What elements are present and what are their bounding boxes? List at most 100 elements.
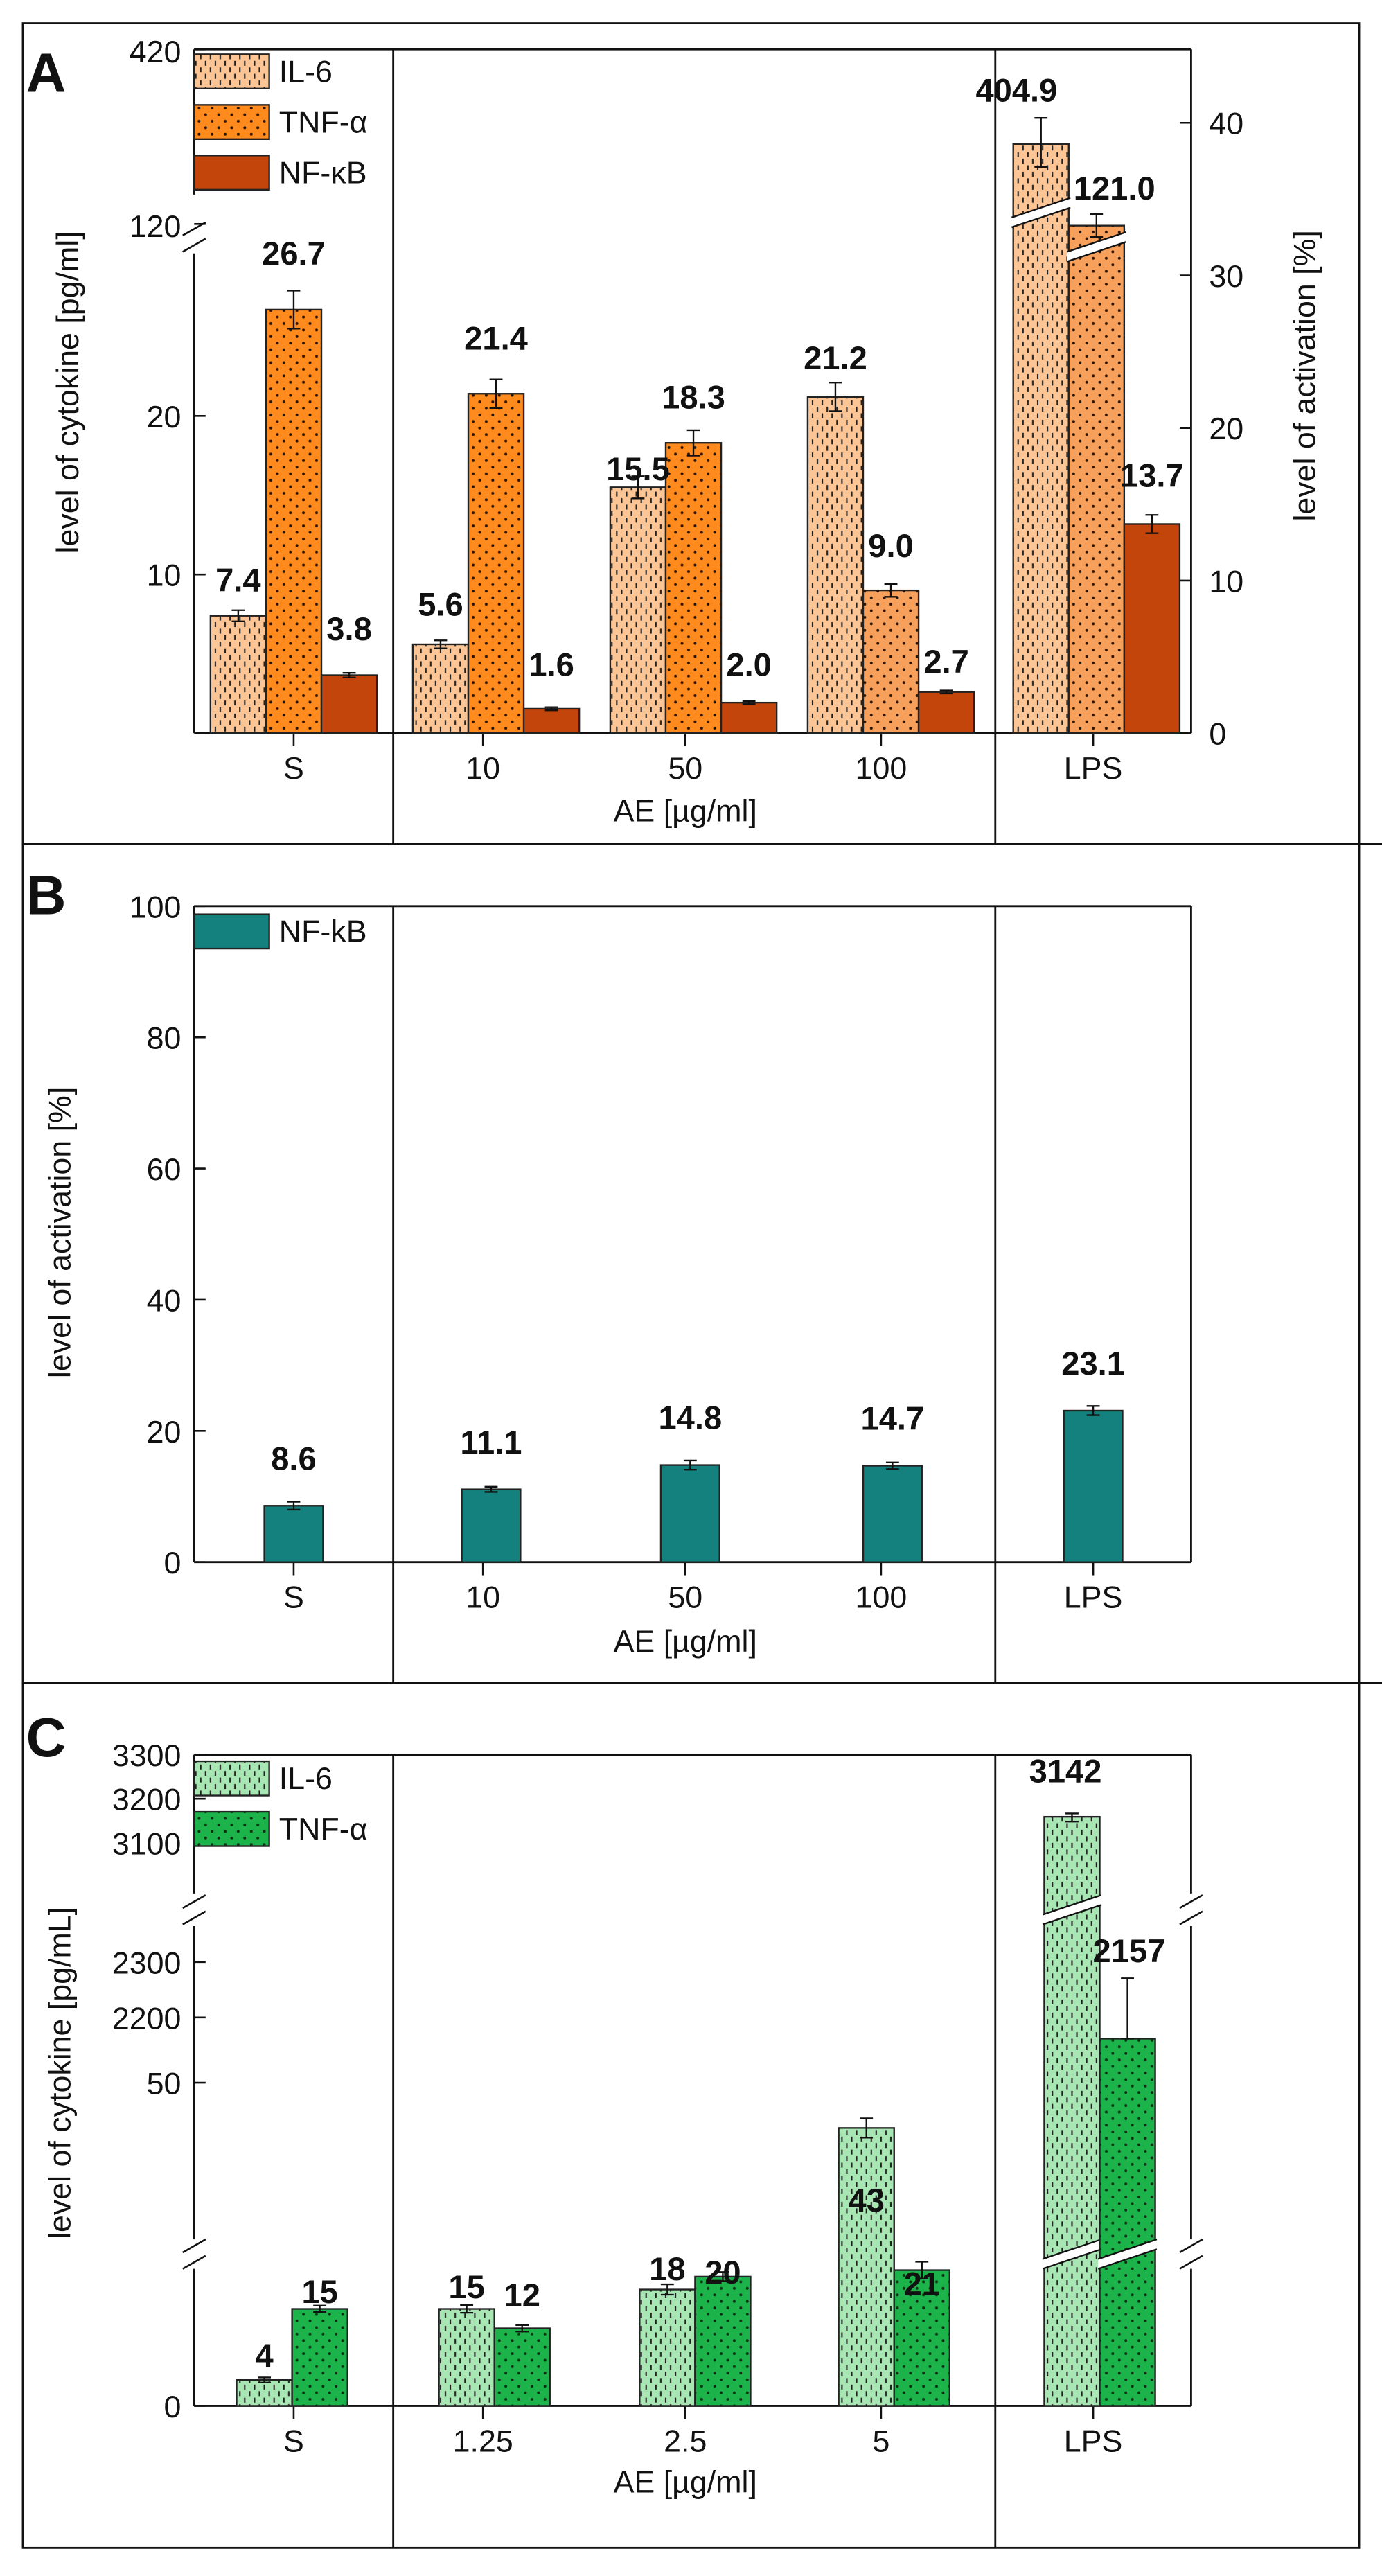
c-y-axis-break-upper-b <box>182 1910 206 1925</box>
b-data-label: 11.1 <box>460 1424 522 1461</box>
c-legend-tnf-label: TNF-α <box>279 1812 368 1846</box>
c-bar-il6-pattern <box>639 2289 696 2406</box>
c-legend-tnf-swatch-pattern <box>194 1812 269 1846</box>
a-bar-nfkb <box>1123 523 1181 734</box>
b-ytick-label: 40 <box>147 1283 181 1318</box>
a-ytick-right-label: 20 <box>1209 412 1243 446</box>
b-legend-nfkb-label: NF-kB <box>279 915 367 949</box>
c-xtick-label: 5 <box>872 2424 889 2458</box>
b-data-label: 8.6 <box>271 1440 316 1476</box>
c-right-break-lower <box>1179 2239 1203 2254</box>
a-ytick-label: 20 <box>147 400 181 434</box>
a-bar-nfkb <box>522 707 581 734</box>
a-bar-il6-pattern <box>210 615 266 734</box>
b-bar-nfkb <box>461 1488 522 1563</box>
c-data-label-tnf: 2157 <box>1093 1932 1166 1969</box>
c-bar-break <box>1098 2239 1157 2269</box>
a-data-label-il6: 5.6 <box>418 586 463 623</box>
c-data-label-il6: 4 <box>255 2337 273 2374</box>
c-data-label-il6: 18 <box>649 2250 685 2287</box>
c-x-axis-title: AE [µg/ml] <box>614 2464 757 2499</box>
c-ytick-label: 3300 <box>112 1738 181 1773</box>
c-data-label-il6: 15 <box>448 2268 484 2305</box>
c-xtick-label: 1.25 <box>453 2424 513 2458</box>
c-y-axis-title: level of cytokine [pg/mL] <box>42 1907 77 2239</box>
b-bar-nfkb <box>1063 1409 1124 1563</box>
a-bar-tnf-pattern <box>468 394 524 734</box>
c-bar-break-lower-line2 <box>1042 2248 1102 2270</box>
a-legend-il6-swatch-pattern <box>194 54 269 89</box>
c-ytick-label: 3100 <box>112 1826 181 1861</box>
panel-a-chart: 10 20 120 420 0 10 20 30 40 S 10 50 100 LPS AE [µg/ml]… <box>51 35 1322 845</box>
a-x-axis-title: AE [µg/ml] <box>614 793 757 828</box>
a-bar-break-line1 <box>1011 197 1071 218</box>
a-bar-tnf-pattern <box>862 590 919 734</box>
b-ytick-label: 100 <box>130 890 181 924</box>
a-bar-il6-pattern <box>807 396 863 734</box>
c-bar-break-upper-line1 <box>1042 1894 1102 1916</box>
b-bar-nfkb <box>862 1465 923 1563</box>
b-data-label: 23.1 <box>1061 1345 1125 1382</box>
a-ytick-right-label: 0 <box>1209 717 1226 752</box>
a-y-axis-right-title: level of activation [%] <box>1287 230 1322 521</box>
c-data-label-il6: 43 <box>849 2182 885 2218</box>
a-legend-nfkb-swatch <box>193 155 270 191</box>
c-ytick-label: 3200 <box>112 1783 181 1817</box>
a-ytick-label: 10 <box>147 558 181 593</box>
a-bar-il6-pattern <box>412 644 468 734</box>
b-xtick-label: LPS <box>1064 1580 1123 1615</box>
b-x-axis-title: AE [µg/ml] <box>614 1624 757 1659</box>
b-bar-nfkb <box>263 1505 324 1563</box>
c-data-label-tnf: 12 <box>504 2277 540 2313</box>
a-xtick-label: LPS <box>1064 751 1123 786</box>
b-xtick-label: S <box>283 1580 304 1615</box>
c-bar-break-lower-line1 <box>1042 2239 1102 2260</box>
c-bar-tnf-pattern <box>292 2309 348 2406</box>
a-bar-break <box>1011 197 1071 228</box>
a-bar-break-line2 <box>1011 206 1071 229</box>
b-ytick-label: 60 <box>147 1152 181 1187</box>
b-ytick-label: 80 <box>147 1021 181 1056</box>
a-data-label-nfkb: 2.7 <box>923 643 968 680</box>
a-data-label-tnf: 26.7 <box>262 235 326 272</box>
a-data-label-tnf: 121.0 <box>1074 170 1155 206</box>
c-right-break-upper-b <box>1179 1910 1203 1925</box>
c-ytick-label: 50 <box>147 2067 181 2101</box>
b-y-axis-title: level of activation [%] <box>42 1087 77 1378</box>
a-bar-break <box>1067 232 1126 262</box>
panel-c-frame <box>21 1682 1361 2549</box>
a-bar-break-line1 <box>1067 231 1126 253</box>
a-y-axis-break-b <box>182 238 206 253</box>
c-ytick-label: 2300 <box>112 1946 181 1980</box>
a-data-label-nfkb: 2.0 <box>726 646 771 683</box>
a-data-label-il6: 15.5 <box>606 450 670 487</box>
c-xtick-label: S <box>283 2424 304 2458</box>
c-right-break-lower-b <box>1179 2255 1203 2270</box>
a-bar-tnf-pattern <box>1068 225 1124 734</box>
c-bar-break-line2 <box>1097 2248 1158 2270</box>
c-legend-il6-label: IL-6 <box>279 1761 333 1796</box>
c-bar-tnf-pattern <box>894 2270 950 2406</box>
a-bar-il6-pattern <box>610 487 666 734</box>
c-bar-tnf-pattern <box>1099 2038 1155 2406</box>
b-xtick-label: 10 <box>466 1580 500 1615</box>
c-y-axis-break-lower-b <box>182 2255 206 2270</box>
c-bar-tnf-pattern <box>695 2276 751 2406</box>
c-bar-il6-pattern <box>838 2128 894 2406</box>
a-legend-il6-label: IL-6 <box>279 54 333 89</box>
a-data-label-tnf: 21.4 <box>464 320 528 357</box>
a-y-axis-title: level of cytokine [pg/ml] <box>51 231 85 553</box>
a-ytick-right-label: 30 <box>1209 259 1243 294</box>
a-data-label-tnf: 18.3 <box>662 378 725 415</box>
c-xtick-label: LPS <box>1064 2424 1123 2458</box>
a-ytick-right-label: 40 <box>1209 107 1243 141</box>
a-data-label-nfkb: 3.8 <box>326 610 371 647</box>
a-data-label-il6: 21.2 <box>804 339 867 376</box>
a-bar-tnf-pattern <box>665 443 722 734</box>
panel-letter-a: A <box>26 42 67 104</box>
b-data-label: 14.8 <box>658 1400 722 1436</box>
c-xtick-label: 2.5 <box>664 2424 707 2458</box>
a-ytick-right-label: 10 <box>1209 564 1243 599</box>
c-bar-break-upper <box>1043 1895 1101 1925</box>
b-bar-nfkb <box>659 1464 720 1563</box>
